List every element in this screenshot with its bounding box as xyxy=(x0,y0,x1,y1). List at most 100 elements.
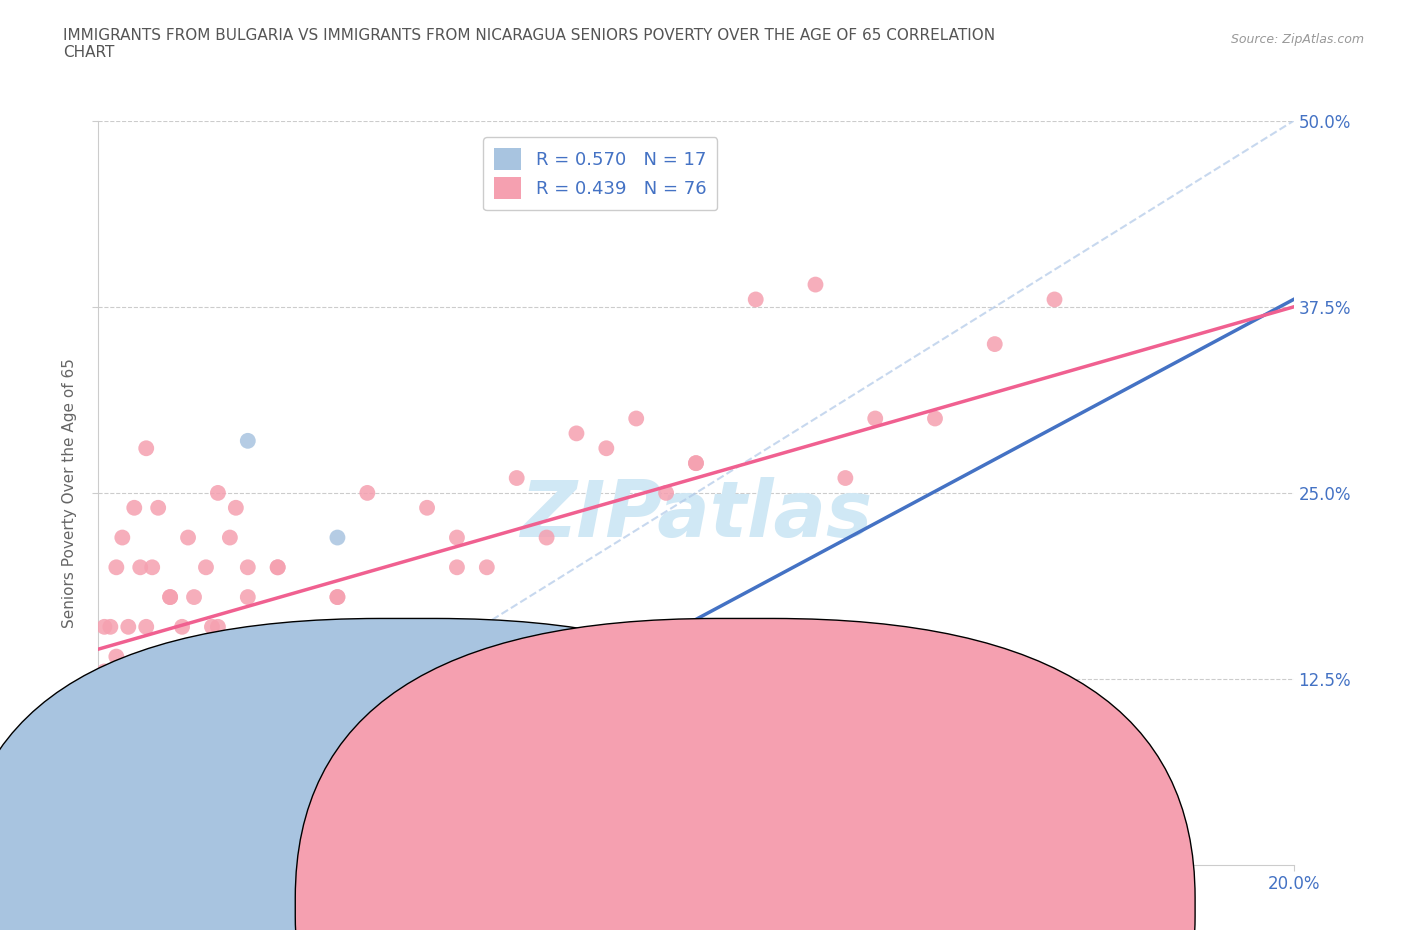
Point xyxy=(834,471,856,485)
Point xyxy=(207,619,229,634)
Point xyxy=(177,679,200,694)
Point xyxy=(148,500,170,515)
Point xyxy=(865,411,887,426)
Point xyxy=(124,768,146,783)
Point xyxy=(93,664,115,679)
Point xyxy=(124,500,146,515)
Point xyxy=(93,746,115,761)
Point xyxy=(1014,724,1036,738)
Point xyxy=(117,619,139,634)
Point xyxy=(117,679,139,694)
Point xyxy=(339,724,361,738)
Point xyxy=(1043,292,1066,307)
Point xyxy=(135,619,157,634)
Point xyxy=(98,679,122,694)
Point xyxy=(236,560,259,575)
Point xyxy=(135,441,157,456)
Point xyxy=(111,738,134,753)
Point xyxy=(172,619,194,634)
Point xyxy=(159,590,181,604)
Point xyxy=(326,530,349,545)
Point xyxy=(804,277,827,292)
Point xyxy=(225,500,247,515)
Point xyxy=(236,590,259,604)
Point xyxy=(93,790,115,805)
Point xyxy=(267,560,290,575)
Point xyxy=(385,619,409,634)
Point xyxy=(93,619,115,634)
Point xyxy=(536,530,558,545)
Point xyxy=(148,679,170,694)
Point xyxy=(117,738,139,753)
Point xyxy=(565,664,588,679)
Point xyxy=(356,485,378,500)
Point xyxy=(536,679,558,694)
Point xyxy=(924,411,946,426)
Point xyxy=(475,560,498,575)
Point xyxy=(201,619,224,634)
Point xyxy=(98,738,122,753)
Point xyxy=(284,709,307,724)
Point xyxy=(105,731,128,746)
Text: Source: ZipAtlas.com: Source: ZipAtlas.com xyxy=(1230,33,1364,46)
Point xyxy=(105,560,128,575)
Point xyxy=(326,590,349,604)
Legend: R = 0.570   N = 17, R = 0.439   N = 76: R = 0.570 N = 17, R = 0.439 N = 76 xyxy=(484,138,717,210)
Point xyxy=(236,433,259,448)
Point xyxy=(129,709,152,724)
Point xyxy=(153,649,176,664)
Point xyxy=(416,500,439,515)
Point xyxy=(135,679,157,694)
Point xyxy=(183,590,205,604)
Point xyxy=(111,530,134,545)
Point xyxy=(98,761,122,776)
Point xyxy=(565,426,588,441)
Point xyxy=(1043,820,1066,835)
Text: Immigrants from Bulgaria: Immigrants from Bulgaria xyxy=(394,897,591,911)
Point xyxy=(326,590,349,604)
Y-axis label: Seniors Poverty Over the Age of 65: Seniors Poverty Over the Age of 65 xyxy=(62,358,77,628)
Point xyxy=(685,456,707,471)
Point xyxy=(111,776,134,790)
Point xyxy=(374,709,396,724)
Point xyxy=(475,664,498,679)
Point xyxy=(105,709,128,724)
Text: ZIPatlas: ZIPatlas xyxy=(520,477,872,553)
Point xyxy=(626,411,648,426)
Point xyxy=(124,709,146,724)
Point xyxy=(254,724,277,738)
Point xyxy=(195,560,218,575)
Text: IMMIGRANTS FROM BULGARIA VS IMMIGRANTS FROM NICARAGUA SENIORS POVERTY OVER THE A: IMMIGRANTS FROM BULGARIA VS IMMIGRANTS F… xyxy=(63,28,995,60)
Text: Immigrants from Nicaragua: Immigrants from Nicaragua xyxy=(738,897,949,911)
Point xyxy=(177,530,200,545)
Point xyxy=(129,738,152,753)
Point xyxy=(685,456,707,471)
Point xyxy=(745,292,768,307)
Point xyxy=(446,530,468,545)
Point xyxy=(159,649,181,664)
Point xyxy=(385,753,409,768)
Point xyxy=(141,560,163,575)
Point xyxy=(117,753,139,768)
Point xyxy=(984,337,1007,352)
Point xyxy=(98,716,122,731)
Point xyxy=(165,738,187,753)
Point xyxy=(655,485,678,500)
Point xyxy=(714,686,737,701)
Point xyxy=(93,709,115,724)
Point xyxy=(129,560,152,575)
Point xyxy=(446,560,468,575)
Point xyxy=(159,590,181,604)
Point xyxy=(267,560,290,575)
Point xyxy=(315,634,337,649)
Point xyxy=(188,649,211,664)
Point xyxy=(105,649,128,664)
Point xyxy=(506,471,529,485)
Point xyxy=(219,530,242,545)
Point xyxy=(98,619,122,634)
Point xyxy=(984,790,1007,805)
Point xyxy=(207,485,229,500)
Point xyxy=(595,441,617,456)
Point xyxy=(297,738,319,753)
Point xyxy=(416,664,439,679)
